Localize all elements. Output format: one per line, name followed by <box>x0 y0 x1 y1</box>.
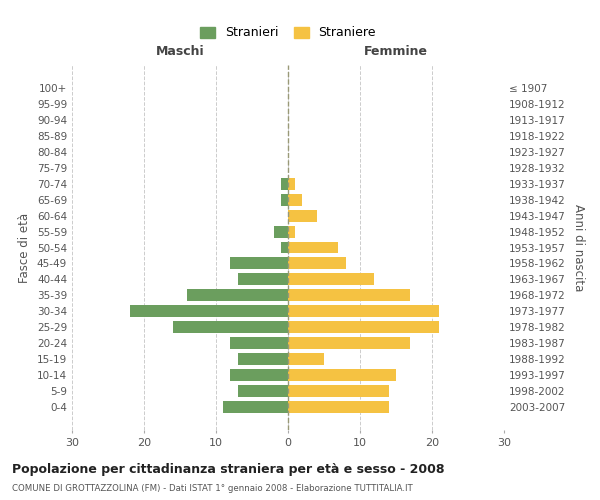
Text: Femmine: Femmine <box>364 44 428 58</box>
Bar <box>288 178 295 190</box>
Bar <box>288 194 302 205</box>
Text: COMUNE DI GROTTAZZOLINA (FM) - Dati ISTAT 1° gennaio 2008 - Elaborazione TUTTITA: COMUNE DI GROTTAZZOLINA (FM) - Dati ISTA… <box>12 484 413 493</box>
Bar <box>288 386 389 398</box>
Y-axis label: Fasce di età: Fasce di età <box>19 212 31 282</box>
Bar <box>288 258 346 270</box>
Text: Popolazione per cittadinanza straniera per età e sesso - 2008: Popolazione per cittadinanza straniera p… <box>12 462 445 475</box>
Bar <box>238 274 288 285</box>
Bar <box>288 402 389 413</box>
Bar <box>288 242 338 254</box>
Text: Maschi: Maschi <box>155 44 205 58</box>
Bar <box>281 194 288 205</box>
Bar <box>288 290 410 302</box>
Bar <box>130 306 288 318</box>
Bar <box>274 226 288 237</box>
Bar <box>230 338 288 349</box>
Bar <box>187 290 288 302</box>
Bar <box>288 306 439 318</box>
Bar <box>230 370 288 382</box>
Legend: Stranieri, Straniere: Stranieri, Straniere <box>194 20 382 46</box>
Bar <box>288 210 317 222</box>
Bar <box>288 274 374 285</box>
Bar <box>230 258 288 270</box>
Bar <box>173 322 288 334</box>
Bar <box>223 402 288 413</box>
Bar <box>288 354 324 366</box>
Bar <box>238 386 288 398</box>
Bar <box>288 370 396 382</box>
Y-axis label: Anni di nascita: Anni di nascita <box>572 204 585 291</box>
Bar <box>281 242 288 254</box>
Bar <box>238 354 288 366</box>
Bar <box>288 226 295 237</box>
Bar <box>281 178 288 190</box>
Bar <box>288 322 439 334</box>
Bar <box>288 338 410 349</box>
